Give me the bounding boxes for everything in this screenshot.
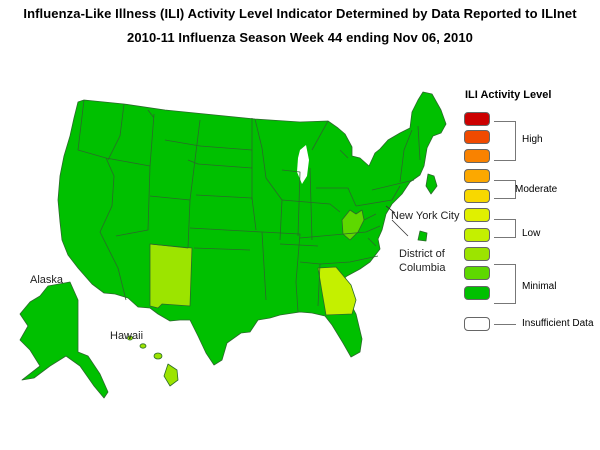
legend-bracket-minimal	[494, 264, 516, 304]
legend-swatch-level-2	[464, 266, 490, 280]
state-nyc-inset	[425, 173, 438, 195]
dc-label-line2: Columbia	[399, 262, 446, 274]
map-title: Influenza-Like Illness (ILI) Activity Le…	[23, 6, 577, 21]
state-alaska	[19, 281, 109, 399]
state-hawaii-big	[163, 363, 179, 387]
new-york-city-label: New York City	[391, 210, 460, 222]
legend-bracket-moderate	[494, 180, 516, 199]
legend-bracket-insufficient	[494, 324, 516, 325]
hawaii-islands	[127, 335, 179, 387]
state-hawaii-maui	[153, 352, 163, 360]
legend-swatch-level-9	[464, 130, 490, 144]
alaska-label: Alaska	[30, 274, 64, 286]
legend-label-insufficient: Insufficient Data	[522, 318, 594, 329]
legend-label-minimal: Minimal	[522, 281, 557, 292]
state-hawaii-oahu	[139, 343, 147, 349]
legend-title: ILI Activity Level	[465, 89, 552, 101]
legend-swatch-level-6	[464, 189, 490, 203]
map-subtitle: 2010-11 Influenza Season Week 44 ending …	[126, 30, 473, 45]
legend-label-moderate: Moderate	[515, 184, 558, 195]
state-new-mexico	[149, 243, 193, 309]
hawaii-label: Hawaii	[110, 330, 144, 342]
legend-bracket-high	[494, 121, 516, 161]
dc-label-line1: District of	[399, 248, 445, 260]
legend-swatch-level-4	[464, 228, 490, 242]
legend-label-high: High	[522, 134, 543, 145]
legend-bracket-low	[494, 219, 516, 238]
legend-swatch-level-10	[464, 112, 490, 126]
state-hawaii-kauai	[127, 335, 133, 341]
legend-swatch-level-5	[464, 208, 490, 222]
legend-swatch-level-3	[464, 247, 490, 261]
legend-swatch-level-0	[464, 317, 490, 331]
legend-swatch-level-7	[464, 169, 490, 183]
legend-swatch-level-1	[464, 286, 490, 300]
state-georgia	[317, 266, 357, 316]
legend-swatch-level-8	[464, 149, 490, 163]
legend-label-low: Low	[522, 228, 541, 239]
state-dc-inset	[417, 230, 428, 242]
